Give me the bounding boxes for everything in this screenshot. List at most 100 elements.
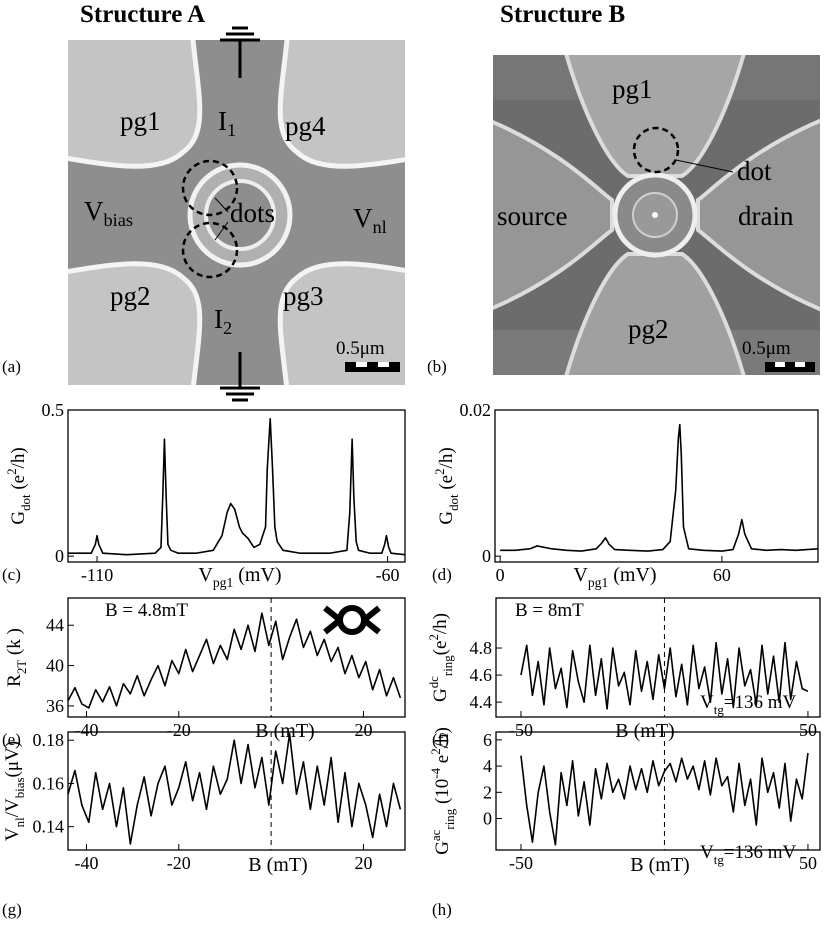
x-axis-label-part: pg1 [588, 575, 608, 590]
x-axis-label-part: pg1 [213, 575, 233, 590]
y-axis-label-part: (μV) [2, 741, 23, 778]
y-axis-label-part: /V [2, 798, 23, 817]
y-axis-label-part: V [2, 827, 23, 841]
y-axis-label-part: dot [446, 494, 461, 511]
x-tick-label: 60 [713, 565, 731, 585]
annotation-part: tg [714, 852, 725, 867]
plot-frame [67, 409, 406, 563]
x-tick-label: -60 [376, 565, 400, 585]
panel-label: (c) [2, 565, 21, 584]
x-axis-label-part: V [198, 564, 213, 586]
plot-frame [495, 597, 821, 718]
x-axis-label-part: (mV) [233, 564, 281, 586]
x-axis-label: B (mT) [630, 854, 689, 876]
y-axis-label-part: G [8, 511, 29, 525]
plot-frame [67, 597, 406, 718]
y-tick-label: 6 [483, 730, 492, 750]
y-axis-label: Vnl/Vbias(μV) [2, 741, 27, 841]
micrograph-label: pg1 [612, 74, 653, 104]
y-axis-label-part: (e [8, 475, 29, 495]
y-tick-label: 4.4 [470, 692, 493, 712]
data-line [520, 641, 809, 710]
y-axis-label-part: (e [436, 475, 457, 495]
x-axis-label-part: V [573, 564, 588, 586]
chart: -50 50 0 2 4 6 [483, 730, 821, 873]
micrograph-label-part: V [353, 203, 373, 233]
micrograph-label: source [497, 201, 567, 231]
micrograph-label-part: I [214, 304, 223, 334]
chart: -40 -20 20 36 40 44 [46, 597, 406, 740]
y-tick-label: 4.8 [470, 638, 493, 658]
annotation-part: =136 mV [724, 842, 797, 863]
y-axis-label-part: ring [442, 808, 457, 829]
annotation: Vtg=136 mV [700, 842, 797, 867]
data-line [67, 732, 402, 845]
structure-title: Structure B [500, 1, 625, 28]
x-tick-label: -40 [74, 720, 98, 740]
x-tick-label: -50 [509, 853, 533, 873]
annotation-part: V [700, 692, 714, 713]
annotation: B = 4.8mT [105, 600, 188, 621]
y-axis-label-part: G [432, 841, 453, 855]
y-axis-label-part: nl [12, 817, 27, 827]
y-axis-label-part: /h) [8, 447, 29, 468]
y-tick-label: 0.5 [42, 400, 65, 420]
y-axis-label-part: (k ) [4, 628, 25, 660]
y-axis-label-part: dc [426, 676, 441, 688]
y-axis-label-part: e [432, 755, 453, 768]
y-axis-label-part: /h) [432, 727, 453, 748]
y-axis-label-part: (e [430, 641, 451, 656]
y-axis-label-part: 2 [426, 634, 441, 640]
y-tick-label: 2 [483, 782, 492, 802]
micrograph-label: I1 [218, 106, 236, 140]
plot-frame [495, 731, 821, 851]
y-tick-label: 4.6 [470, 665, 493, 685]
y-axis-label-part: -4 [428, 767, 443, 778]
annotation-part: =136 mV [724, 692, 797, 713]
y-axis-label-part: ac [428, 829, 443, 841]
x-tick-label: 50 [799, 853, 817, 873]
micrograph-label: pg4 [285, 111, 326, 141]
y-axis-label-part: 2 [4, 468, 19, 474]
y-tick-label: 0 [483, 809, 492, 829]
y-tick-label: 0 [55, 546, 64, 566]
x-tick-label: 50 [799, 720, 817, 740]
x-axis-label: B (mT) [255, 720, 314, 742]
micrograph-label-part: I [218, 106, 227, 136]
ring-icon [323, 605, 381, 635]
annotation: Vtg=136 mV [700, 692, 797, 717]
x-tick-label: -110 [81, 565, 113, 585]
micrograph-label: drain [738, 201, 794, 231]
annotation-part: V [700, 842, 714, 863]
data-line [68, 417, 406, 556]
annotation: B = 8mT [515, 600, 584, 621]
micrograph-label: pg1 [120, 106, 161, 136]
y-tick-label: 4 [483, 756, 492, 776]
micrograph-b-overlay [632, 126, 815, 372]
plot-frame [67, 731, 406, 851]
micrograph-label: pg2 [110, 281, 151, 311]
micrograph-label-part: bias [104, 210, 134, 230]
micrograph-label: pg3 [283, 281, 324, 311]
y-axis-label-part: 2 [432, 468, 447, 474]
x-tick-label: -20 [167, 853, 191, 873]
y-axis-label-part: /h) [436, 447, 457, 468]
y-axis-label-part: dot [18, 494, 33, 511]
panel-label: (f) [432, 730, 449, 749]
x-tick-label: -50 [509, 720, 533, 740]
data-line [500, 423, 819, 552]
y-axis-label: Gdot (e2/h) [4, 447, 33, 524]
micrograph-label: Vbias [84, 196, 133, 230]
micrograph-label: dot [737, 156, 772, 186]
y-tick-label: 36 [46, 696, 64, 716]
y-tick-label: 0.02 [460, 400, 492, 420]
x-axis-label: B (mT) [615, 720, 674, 742]
x-tick-label: -40 [74, 853, 98, 873]
x-tick-label: 20 [354, 853, 372, 873]
y-axis-label-part: 2 [428, 748, 443, 754]
plot-frame [494, 409, 819, 563]
micrograph-label-part: 1 [227, 120, 236, 140]
y-tick-label: 40 [46, 656, 64, 676]
micrograph-b [493, 55, 820, 375]
y-tick-label: 0.16 [33, 773, 65, 793]
